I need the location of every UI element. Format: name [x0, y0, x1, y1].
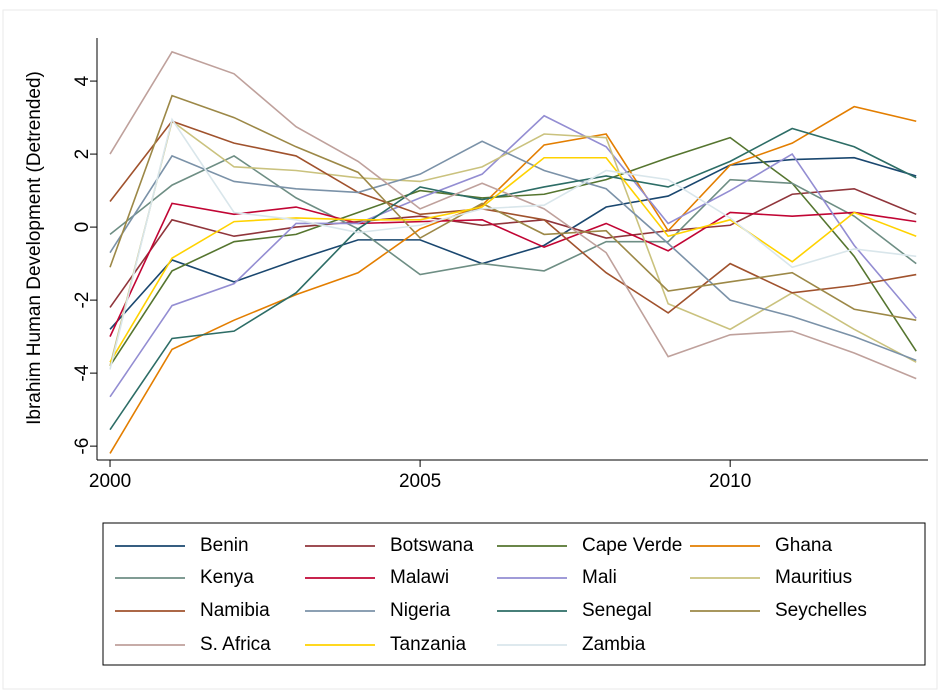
series-line — [109, 154, 917, 276]
legend-label: Senegal — [582, 600, 652, 621]
y-axis-label: Ibrahim Human Development (Detrended) — [24, 71, 45, 425]
legend-label: Mauritius — [775, 567, 852, 588]
series-line — [109, 50, 917, 380]
series-line — [109, 119, 917, 367]
series-line — [109, 117, 917, 370]
y-tick-label: 4 — [72, 75, 93, 86]
legend-label: Malawi — [390, 567, 449, 588]
series-line — [109, 187, 917, 308]
y-tick-label: 0 — [72, 222, 93, 233]
legend-label: Tanzania — [390, 634, 466, 655]
series-line — [109, 127, 917, 431]
legend-label: Cape Verde — [582, 535, 682, 556]
series-line — [109, 156, 917, 363]
legend-label: S. Africa — [200, 634, 271, 655]
legend-label: Botswana — [390, 535, 474, 556]
series-line — [109, 120, 917, 314]
series-line — [109, 114, 917, 398]
series-line — [109, 94, 917, 321]
legend-label: Nigeria — [390, 600, 451, 621]
y-tick-label: -6 — [72, 438, 93, 455]
series-line — [109, 105, 917, 454]
legend-label: Mali — [582, 567, 617, 588]
y-tick-label: -4 — [72, 364, 93, 381]
legend-label: Kenya — [200, 567, 254, 588]
x-tick-label: 2005 — [399, 471, 441, 492]
x-tick-label: 2000 — [89, 471, 131, 492]
y-tick-label: -2 — [72, 292, 93, 309]
legend-label: Benin — [200, 535, 249, 556]
legend-label: Seychelles — [775, 600, 867, 621]
x-tick-label: 2010 — [709, 471, 751, 492]
legend-label: Zambia — [582, 634, 646, 655]
series-line — [109, 140, 917, 362]
legend-label: Namibia — [200, 600, 270, 621]
y-tick-label: 2 — [72, 149, 93, 160]
legend-label: Ghana — [775, 535, 832, 556]
